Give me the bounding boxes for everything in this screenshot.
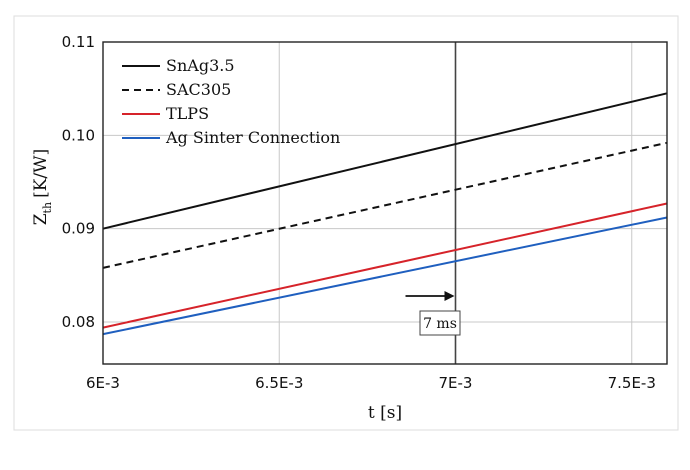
x-tick-label: 6.5E-3 <box>255 374 303 392</box>
y-tick-label: 0.08 <box>62 313 95 331</box>
annotation-label: 7 ms <box>423 316 457 332</box>
legend-label: SnAg3.5 <box>166 56 235 75</box>
y-tick-label: 0.10 <box>62 126 95 144</box>
x-tick-label: 7.5E-3 <box>608 374 656 392</box>
y-tick-labels: 0.08 0.09 0.10 0.11 <box>62 33 95 331</box>
y-tick-label: 0.11 <box>62 33 95 51</box>
y-axis-title: Zth [K/W] <box>31 149 54 226</box>
legend-label: SAC305 <box>166 80 231 99</box>
x-axis-title: t [s] <box>368 403 402 423</box>
x-tick-label: 6E-3 <box>86 374 120 392</box>
y-axis-title-subscript: th <box>41 202 54 214</box>
plot-area <box>102 41 668 365</box>
annotation-box <box>419 310 461 336</box>
y-axis-title-unit: [K/W] <box>31 149 51 198</box>
series-line-sac305 <box>102 141 668 269</box>
legend-label: TLPS <box>166 104 209 123</box>
x-tick-label: 7E-3 <box>439 374 473 392</box>
annotation-marker <box>405 42 457 364</box>
marker-arrow-head <box>444 291 455 301</box>
series-line-snag3-5 <box>102 92 668 230</box>
series-line-ag-sinter-connection <box>102 216 668 336</box>
y-tick-label: 0.09 <box>62 220 95 238</box>
y-axis-title-main: Z <box>31 213 51 225</box>
x-tick-labels: 6E-3 6.5E-3 7E-3 7.5E-3 <box>86 374 656 392</box>
legend-label: Ag Sinter Connection <box>165 128 340 147</box>
legend: SnAg3.5 SAC305 TLPS Ag Sinter Connection <box>122 56 340 147</box>
annotation-7ms: 7 ms <box>419 310 461 336</box>
series-lines <box>102 92 668 336</box>
series-line-tlps <box>102 202 668 329</box>
